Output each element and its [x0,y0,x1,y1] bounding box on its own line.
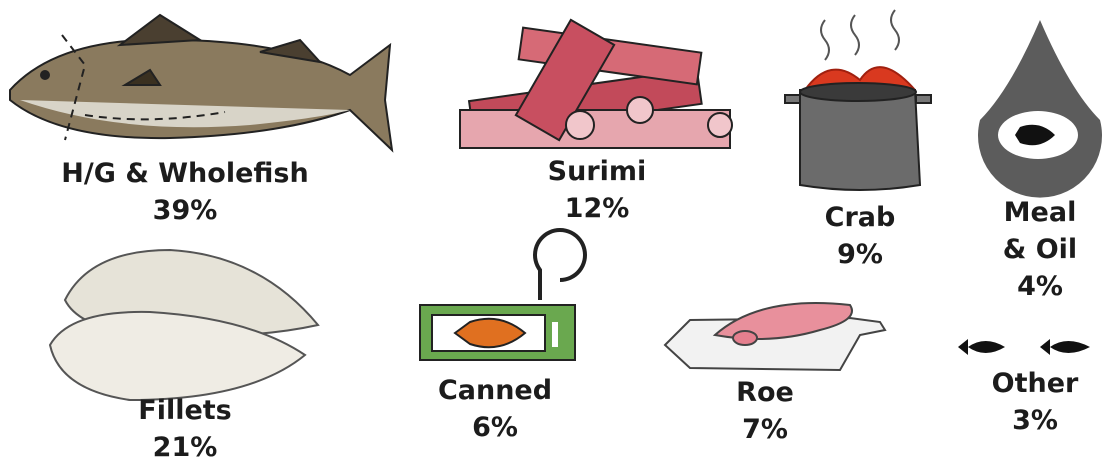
item: Crab 9% [825,199,896,273]
item: Canned 6% [438,372,552,446]
item: Surimi 12% [548,153,647,227]
item: H/G & Wholefish 39% [61,155,308,229]
item-label: Canned [438,372,552,409]
item-value: 6% [438,409,552,446]
item-value: 21% [138,429,232,461]
item: Roe 7% [736,374,794,448]
roe-icon [665,303,885,370]
item-value: 12% [548,190,647,227]
item-label: Surimi [548,153,647,190]
item-value: 9% [825,236,896,273]
other-icon [958,339,1090,355]
item-label: Crab [825,199,896,236]
fish-icon [10,15,392,150]
surimi-icon [460,20,732,148]
item-label: Fillets [138,392,232,429]
item-value: 7% [736,411,794,448]
item-label: Meal & Oil [995,194,1085,268]
item-value: 39% [61,192,308,229]
fillets-icon [50,250,318,400]
item-value: 4% [995,268,1085,305]
item-label: Roe [736,374,794,411]
item: Fillets 21% [138,392,232,461]
meal-oil-icon [978,20,1102,198]
item-value: 3% [992,402,1079,439]
item: Meal & Oil 4% [995,194,1085,305]
item-label: H/G & Wholefish [61,155,308,192]
infographic: H/G & Wholefish 39% Surimi 12% Crab 9% M… [0,0,1105,461]
item-label: Other [992,365,1079,402]
item: Other 3% [992,365,1079,439]
crab-icon [785,10,931,190]
canned-icon [420,230,585,360]
